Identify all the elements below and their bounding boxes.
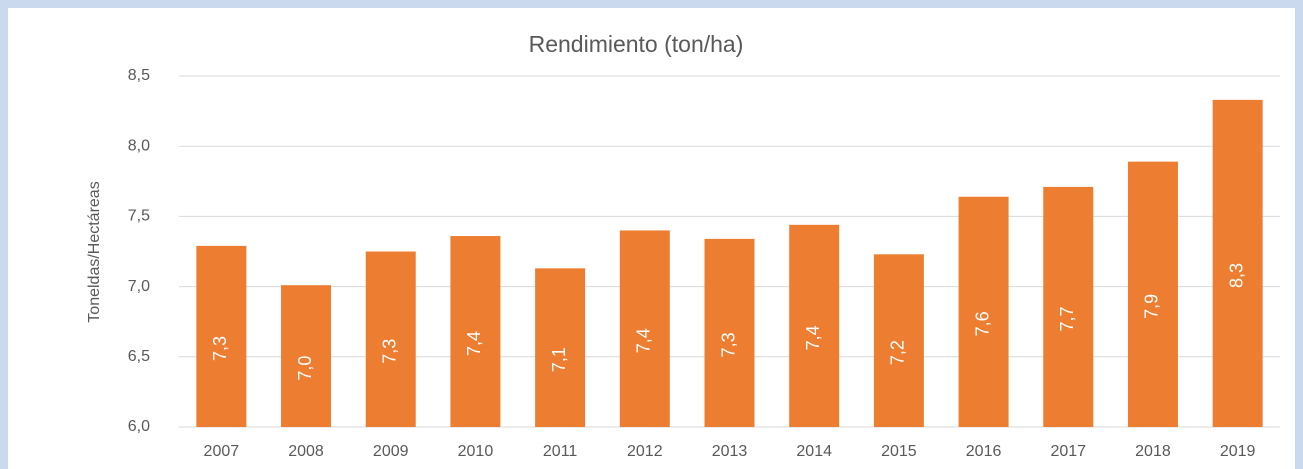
bar <box>196 245 247 427</box>
x-tick-label: 2019 <box>1220 443 1256 460</box>
chart-title: Rendimiento (ton/ha) <box>529 31 744 57</box>
bar <box>619 230 670 427</box>
data-label: 7,4 <box>464 331 484 356</box>
y-tick-label: 6,0 <box>128 418 150 435</box>
bar <box>958 196 1009 427</box>
data-label: 7,0 <box>295 356 315 381</box>
bar <box>535 268 586 427</box>
x-tick-label: 2009 <box>373 443 409 460</box>
y-tick-label: 8,5 <box>128 67 150 84</box>
bar <box>365 251 416 427</box>
data-label: 7,3 <box>718 332 738 357</box>
x-tick-label: 2010 <box>458 443 494 460</box>
data-label: 7,2 <box>888 340 908 365</box>
data-label: 7,1 <box>549 347 569 372</box>
x-tick-label: 2015 <box>881 443 917 460</box>
x-tick-label: 2007 <box>204 443 240 460</box>
x-tick-label: 2011 <box>543 443 578 460</box>
bar <box>450 236 501 427</box>
data-label: 7,3 <box>210 336 230 361</box>
y-tick-label: 7,0 <box>128 278 150 295</box>
x-tick-label: 2012 <box>627 443 663 460</box>
y-axis-title: Toneldas/Hectáreas <box>86 181 103 322</box>
x-tick-label: 2017 <box>1050 443 1086 460</box>
data-label: 7,6 <box>972 311 992 336</box>
data-label: 7,7 <box>1057 306 1077 331</box>
data-label: 8,3 <box>1226 263 1246 288</box>
bar <box>1043 186 1094 427</box>
bar <box>789 224 840 427</box>
data-label: 7,3 <box>379 339 399 364</box>
x-tick-label: 2018 <box>1135 443 1171 460</box>
x-tick-label: 2014 <box>796 443 832 460</box>
y-tick-label: 6,5 <box>128 348 150 365</box>
bar <box>1212 99 1263 428</box>
x-tick-label: 2013 <box>712 443 748 460</box>
y-tick-label: 8,0 <box>128 137 150 154</box>
data-label: 7,9 <box>1142 294 1162 319</box>
y-tick-label: 7,5 <box>128 208 150 225</box>
x-tick-label: 2016 <box>966 443 1002 460</box>
bar <box>873 254 924 427</box>
bar <box>704 238 755 427</box>
bar <box>281 285 332 427</box>
data-label: 7,4 <box>634 328 654 353</box>
x-tick-label: 2008 <box>288 443 324 460</box>
data-label: 7,4 <box>803 325 823 350</box>
bar <box>1127 161 1178 428</box>
